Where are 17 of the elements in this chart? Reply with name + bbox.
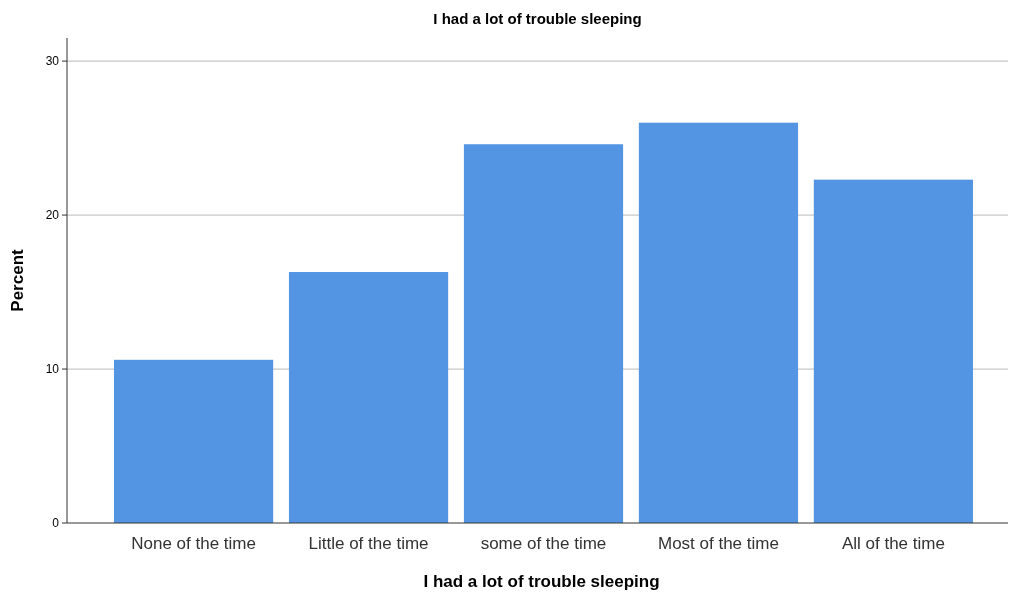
x-tick-label: All of the time (841, 534, 945, 553)
bar (288, 272, 449, 523)
x-tick-label: Most of the time (657, 534, 779, 553)
chart-title: I had a lot of trouble sleeping (433, 10, 642, 27)
x-tick-label: None of the time (131, 534, 256, 553)
x-axis-title: I had a lot of trouble sleeping (423, 572, 660, 591)
y-tick-label: 0 (52, 516, 60, 531)
y-axis-title: Percent (8, 248, 27, 312)
bar (638, 122, 799, 523)
x-tick-label: Little of the time (308, 534, 429, 553)
x-tick-label: some of the time (480, 534, 607, 553)
bar (813, 179, 973, 523)
bar (463, 144, 624, 523)
y-tick-label: 30 (45, 54, 60, 69)
y-tick-label: 10 (45, 362, 60, 377)
y-tick-label: 20 (45, 208, 60, 223)
bar (114, 359, 274, 523)
